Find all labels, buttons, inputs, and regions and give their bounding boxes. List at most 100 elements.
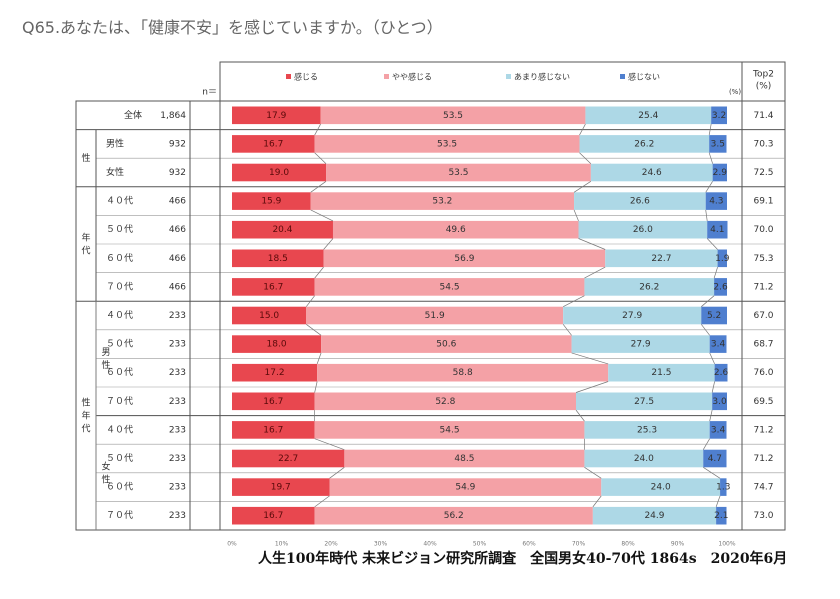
connector-line xyxy=(314,438,345,451)
row-top2: 74.7 xyxy=(753,483,773,493)
data-label: 53.5 xyxy=(443,111,463,121)
data-label: 24.0 xyxy=(651,483,671,493)
bar-segment xyxy=(585,106,712,125)
data-label: 54.9 xyxy=(455,483,475,493)
bar-segment xyxy=(576,392,713,411)
data-label: 18.5 xyxy=(268,254,288,264)
row-n: 233 xyxy=(169,483,186,493)
row-label: ５０代 xyxy=(106,339,133,350)
connector-line xyxy=(305,295,315,307)
connector-line xyxy=(579,123,586,136)
bar-segment xyxy=(332,220,579,239)
bar-segment xyxy=(711,106,727,125)
data-label: 26.2 xyxy=(639,282,659,292)
legend-frame xyxy=(219,61,743,102)
x-tick-label: 80% xyxy=(621,541,635,548)
data-label: 25.4 xyxy=(638,111,658,121)
x-tick-label: 20% xyxy=(324,541,338,548)
row-label: ５０代 xyxy=(106,224,133,235)
legend-label: 感じる xyxy=(294,72,318,82)
data-label: 24.6 xyxy=(642,168,662,178)
data-label: 26.0 xyxy=(633,225,653,235)
row-n: 466 xyxy=(169,225,186,235)
bar-segment xyxy=(717,249,727,268)
row-top2: 76.0 xyxy=(753,368,773,378)
chart-title: Q65.あなたは、「健康不安」を感じていますか。（ひとつ） xyxy=(22,18,443,37)
row-n: 466 xyxy=(169,254,186,264)
x-tick-label: 50% xyxy=(473,541,487,548)
data-label: 2.6 xyxy=(714,368,729,378)
data-label: 22.7 xyxy=(278,454,298,464)
bar-segment xyxy=(571,335,710,353)
connector-line xyxy=(705,209,708,221)
data-label: 54.5 xyxy=(440,282,460,292)
x-tick-label: 60% xyxy=(522,541,536,548)
connector-line xyxy=(702,438,710,450)
bar-segment xyxy=(232,249,324,268)
data-label: 53.5 xyxy=(437,139,457,149)
bar-segment xyxy=(578,220,708,239)
connector-line xyxy=(711,381,715,393)
connector-line xyxy=(575,381,609,393)
row-top2: 75.3 xyxy=(753,254,773,264)
data-label: 24.9 xyxy=(644,511,664,521)
connector-line xyxy=(592,495,602,508)
bar-segment xyxy=(314,278,585,296)
bar-segment xyxy=(306,306,564,325)
connector-line xyxy=(709,352,715,365)
row-top2: 71.4 xyxy=(753,111,773,121)
data-label: 49.6 xyxy=(446,225,466,235)
group-label: 年代 xyxy=(81,231,90,256)
data-label: 16.7 xyxy=(263,139,283,149)
data-label: 27.5 xyxy=(634,397,654,407)
bar-segment xyxy=(608,363,715,382)
data-label: 1.3 xyxy=(716,483,730,493)
bar-segment xyxy=(323,249,606,268)
connector-line xyxy=(314,495,330,508)
x-tick-label: 100% xyxy=(718,541,735,548)
data-label: 27.9 xyxy=(631,340,651,350)
survey-footer: 人生100年時代 未来ビジョン研究所調査 全国男女40-70代 1864s 20… xyxy=(258,551,788,567)
data-label: 50.6 xyxy=(436,340,456,350)
row-n: 233 xyxy=(169,454,186,464)
connector-line xyxy=(323,238,334,250)
data-label: 19.7 xyxy=(271,483,291,493)
bar-segment xyxy=(590,163,713,182)
connector-line xyxy=(579,152,592,164)
bar-segment xyxy=(232,506,315,525)
bar-segment xyxy=(705,192,727,210)
data-label: 20.4 xyxy=(272,225,292,235)
row-n: 233 xyxy=(169,425,186,435)
data-label: 56.2 xyxy=(444,511,464,521)
top2-unit: (%) xyxy=(756,82,772,92)
x-tick-label: 10% xyxy=(275,541,289,548)
row-n: 466 xyxy=(169,197,186,207)
x-tick-label: 40% xyxy=(423,541,437,548)
row-top2: 71.2 xyxy=(753,425,773,435)
bar-segment xyxy=(321,335,572,353)
bar-segment xyxy=(320,106,586,125)
connector-line xyxy=(715,495,721,508)
bar-segment xyxy=(584,449,704,468)
connector-line xyxy=(329,467,345,479)
data-label: 3.0 xyxy=(712,397,727,407)
data-label: 16.7 xyxy=(263,425,283,435)
row-top2: 71.2 xyxy=(753,282,773,292)
bar-segment xyxy=(709,421,727,439)
row-n: 233 xyxy=(169,397,186,407)
connector-line xyxy=(708,152,713,164)
bar-segment xyxy=(314,506,593,525)
row-label: ４０代 xyxy=(106,310,133,321)
bar-segment xyxy=(232,363,318,382)
group-label: 性 xyxy=(81,152,90,164)
data-label: 54.5 xyxy=(440,425,460,435)
bar-segment xyxy=(344,449,585,468)
data-label: 48.5 xyxy=(454,454,474,464)
row-label: ７０代 xyxy=(106,281,133,292)
connector-line xyxy=(306,324,322,336)
row-top2: 69.5 xyxy=(753,397,773,407)
legend-swatch xyxy=(286,74,291,79)
row-label: ７０代 xyxy=(106,396,133,407)
data-label: 4.3 xyxy=(709,197,723,207)
